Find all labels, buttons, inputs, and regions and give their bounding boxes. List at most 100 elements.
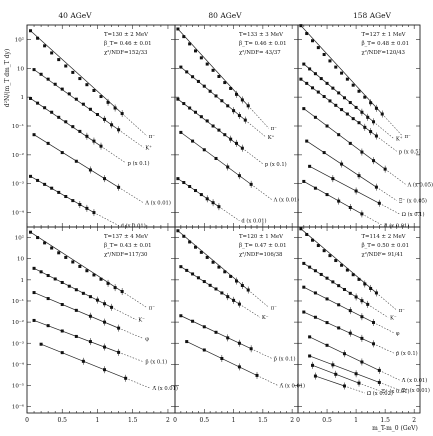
data-point <box>313 291 317 295</box>
fit-chi2: χ²/NDF= 91/41 <box>361 251 403 258</box>
data-point <box>194 49 197 53</box>
data-point <box>249 182 253 186</box>
data-point <box>354 189 358 193</box>
data-point <box>299 77 303 81</box>
data-point <box>53 277 57 281</box>
data-point <box>117 350 121 354</box>
series-0: π⁻ <box>176 229 277 311</box>
fit-beta: β_T= 0.46 ± 0.01 <box>104 41 152 47</box>
series-1: K⁻ <box>179 265 269 321</box>
x-tick-label: 0.5 <box>322 417 332 424</box>
data-point <box>199 250 203 254</box>
series-label: d (x 0.01) <box>121 223 146 230</box>
data-point <box>60 87 64 91</box>
data-point <box>240 146 244 150</box>
data-point <box>223 81 227 85</box>
data-point <box>345 112 349 116</box>
series-label: Λ̄ (x 0.01) <box>279 382 306 389</box>
data-point <box>331 280 335 284</box>
data-point <box>202 325 206 329</box>
energy-label-80: 80 AGeV <box>208 11 242 20</box>
x-tick-label: 0 <box>296 417 300 424</box>
panel-bottom-2: 0 0.5 1 1.5 2 T=114 ± 2 MeV β_T= 0.50 ± 0.01 χ²… <box>296 226 430 424</box>
fit-temperature: T=130 ± 2 MeV <box>104 32 148 38</box>
series-label: p (x 0.5) <box>399 148 421 155</box>
series-4: Ξ⁻ (x 0.05) <box>305 139 427 205</box>
series-1: K⁺ <box>179 65 275 141</box>
data-point <box>176 229 180 233</box>
data-point <box>308 265 312 269</box>
data-point <box>85 206 89 210</box>
data-point <box>354 105 358 109</box>
data-point <box>348 101 352 105</box>
data-point <box>360 150 364 154</box>
data-point <box>60 303 64 307</box>
data-point <box>60 151 64 155</box>
data-point <box>196 79 200 83</box>
fit-chi2: χ²/NDF= 43/37 <box>239 49 281 56</box>
data-point <box>211 201 215 205</box>
data-point <box>60 329 64 333</box>
data-point <box>67 284 71 288</box>
fit-curve-extrapolation <box>125 378 151 389</box>
fit-curve-extrapolation <box>373 121 395 139</box>
data-point <box>299 24 303 28</box>
data-point <box>220 291 224 295</box>
data-point <box>185 268 189 272</box>
data-point <box>117 326 121 330</box>
fit-curve <box>177 98 243 149</box>
data-point <box>71 260 75 264</box>
data-point <box>237 114 241 118</box>
data-point <box>32 266 36 270</box>
data-point <box>348 331 352 335</box>
data-point <box>334 372 338 376</box>
data-point <box>182 35 186 39</box>
data-point <box>311 86 315 90</box>
data-point <box>374 291 378 295</box>
data-point <box>194 110 197 114</box>
y-tick-label: 10 <box>17 66 24 72</box>
data-point <box>99 144 103 148</box>
data-point <box>342 96 346 100</box>
data-point <box>176 97 180 101</box>
series-label: π⁻ <box>271 305 277 311</box>
series-label: d (x 0.01) <box>241 218 266 225</box>
data-point <box>176 177 180 181</box>
data-point <box>372 120 376 124</box>
fit-curve-extrapolation <box>379 382 400 391</box>
fit-temperature: T=137 ± 4 MeV <box>104 234 148 240</box>
panel-frame <box>26 226 176 414</box>
data-point <box>246 288 250 292</box>
panel-bottom-1: 0 0.5 1 1.5 2 T=120 ± 1 MeV β_T= 0.47 ± 0.01 χ²… <box>173 226 305 424</box>
data-point <box>191 272 195 276</box>
y-tick-label: 10⁻² <box>12 152 24 159</box>
data-point <box>360 212 364 216</box>
data-point <box>191 75 195 79</box>
data-point <box>354 372 358 376</box>
data-point <box>305 232 309 236</box>
data-point <box>29 230 33 234</box>
series-label: K⁻ <box>390 315 397 321</box>
data-point <box>313 72 317 76</box>
data-point <box>235 141 238 145</box>
data-point <box>74 308 78 312</box>
data-point <box>360 110 364 114</box>
series-3: Λ̄ (x 0.01) <box>185 340 305 389</box>
data-point <box>342 384 346 388</box>
series-0: π⁻ <box>29 230 155 312</box>
series-label: p (x 0.1) <box>128 160 150 167</box>
data-point <box>340 108 344 112</box>
data-point <box>313 186 317 190</box>
data-point <box>302 179 306 183</box>
fit-curve <box>303 263 368 305</box>
series-label: Ω̄ (x 0.02) <box>367 390 393 397</box>
data-point <box>188 106 192 110</box>
data-point <box>205 255 209 259</box>
data-point <box>32 68 36 72</box>
fit-temperature: T=133 ± 3 MeV <box>239 32 283 38</box>
data-point <box>235 279 238 283</box>
panel-top-2: T=127 ± 1 MeV β_T= 0.48 ± 0.01 χ²/NDF=120/… <box>297 24 433 229</box>
data-point <box>229 86 233 90</box>
series-label: p̄ (x 0.1) <box>274 355 296 362</box>
